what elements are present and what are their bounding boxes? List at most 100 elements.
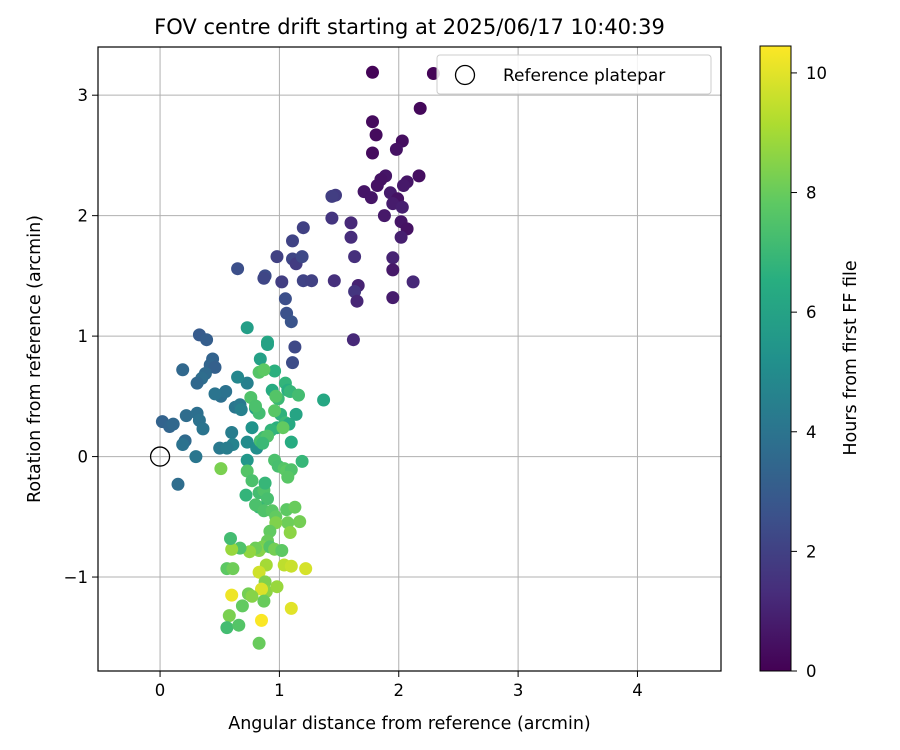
- data-point: [189, 450, 203, 464]
- data-point: [225, 588, 239, 602]
- data-point: [255, 582, 268, 596]
- data-point: [252, 565, 266, 579]
- data-point: [377, 209, 391, 223]
- colorbar-tick-label: 8: [806, 184, 817, 203]
- data-point: [289, 407, 303, 421]
- data-point: [296, 221, 310, 235]
- data-point: [239, 488, 253, 502]
- chart-title: FOV centre drift starting at 2025/06/17 …: [154, 15, 665, 39]
- data-point: [226, 562, 240, 576]
- data-point: [348, 250, 362, 264]
- data-point: [257, 363, 271, 377]
- data-point: [235, 599, 249, 613]
- y-tick-label: 3: [78, 86, 89, 105]
- data-point: [284, 315, 298, 329]
- colorbar: 0 2 4 6 8 10 Hours from first FF file: [759, 45, 861, 681]
- data-point: [275, 275, 289, 289]
- data-point: [208, 387, 222, 401]
- data-point: [276, 421, 290, 435]
- x-tick-label: 3: [513, 681, 524, 700]
- y-tick-label: −1: [64, 568, 88, 587]
- data-point: [270, 580, 284, 594]
- data-point: [344, 230, 358, 244]
- data-point: [299, 562, 313, 576]
- data-point: [395, 200, 409, 214]
- legend-reference-marker: [454, 64, 476, 86]
- data-point: [269, 389, 283, 403]
- data-point: [288, 500, 302, 514]
- data-point: [283, 526, 297, 539]
- reference-platepar-marker: [149, 446, 171, 467]
- data-point: [295, 250, 309, 264]
- data-point: [258, 476, 272, 490]
- y-tick-label: 1: [78, 327, 89, 346]
- data-point: [256, 436, 270, 450]
- data-point: [240, 321, 254, 335]
- data-point: [286, 234, 299, 248]
- data-point: [350, 294, 364, 308]
- data-point: [261, 338, 274, 351]
- colorbar-tick-label: 2: [806, 542, 817, 561]
- data-point: [214, 462, 228, 476]
- data-point: [281, 470, 295, 484]
- data-point: [245, 421, 259, 435]
- y-axis-ticks: −1 0 1 2 3: [64, 86, 98, 587]
- legend: Reference platepar: [436, 54, 712, 95]
- data-point: [292, 388, 305, 402]
- data-point: [225, 542, 239, 556]
- data-point: [389, 142, 403, 156]
- data-point: [257, 271, 271, 285]
- y-tick-label: 2: [78, 207, 89, 226]
- data-point: [412, 169, 426, 183]
- data-point: [234, 403, 248, 417]
- data-point: [370, 179, 384, 192]
- data-point: [232, 618, 246, 632]
- data-point: [344, 216, 358, 230]
- legend-box: [436, 54, 712, 95]
- legend-label: Reference platepar: [503, 66, 665, 86]
- data-point: [275, 544, 289, 557]
- y-axis-label: Rotation from reference (arcmin): [25, 215, 45, 503]
- data-point: [240, 453, 254, 467]
- colorbar-gradient: [759, 45, 792, 672]
- colorbar-label: Hours from first FF file: [841, 260, 861, 455]
- colorbar-ticks: 0 2 4 6 8 10: [791, 64, 827, 681]
- data-point: [325, 211, 339, 225]
- x-tick-label: 2: [394, 681, 405, 700]
- data-point: [231, 262, 245, 276]
- data-point: [281, 516, 295, 530]
- data-point: [171, 477, 185, 491]
- data-point: [284, 601, 298, 615]
- data-point: [231, 370, 245, 384]
- data-point: [284, 559, 298, 573]
- data-point: [219, 385, 233, 398]
- colorbar-tick-label: 0: [806, 662, 817, 681]
- x-axis-label: Angular distance from reference (arcmin): [228, 714, 591, 734]
- data-point: [252, 636, 266, 650]
- data-point: [397, 179, 410, 192]
- data-point: [253, 352, 267, 366]
- data-point: [268, 364, 282, 378]
- colorbar-tick-label: 4: [806, 423, 817, 442]
- x-tick-label: 4: [632, 681, 643, 700]
- data-point: [284, 435, 298, 449]
- data-point: [240, 464, 254, 478]
- data-point: [386, 251, 400, 265]
- plot-frame: [97, 46, 722, 672]
- data-point: [176, 438, 190, 451]
- data-point: [224, 532, 237, 545]
- data-point: [394, 230, 408, 244]
- data-point: [200, 333, 214, 347]
- data-point: [317, 393, 331, 407]
- colorbar-tick-label: 6: [806, 303, 817, 322]
- data-point: [257, 594, 271, 608]
- data-point: [305, 274, 319, 288]
- data-point: [166, 417, 180, 431]
- data-point: [348, 285, 362, 298]
- data-point: [222, 609, 236, 623]
- data-point: [406, 275, 420, 289]
- data-point: [268, 404, 282, 418]
- x-tick-label: 1: [274, 681, 285, 700]
- data-point: [179, 409, 193, 423]
